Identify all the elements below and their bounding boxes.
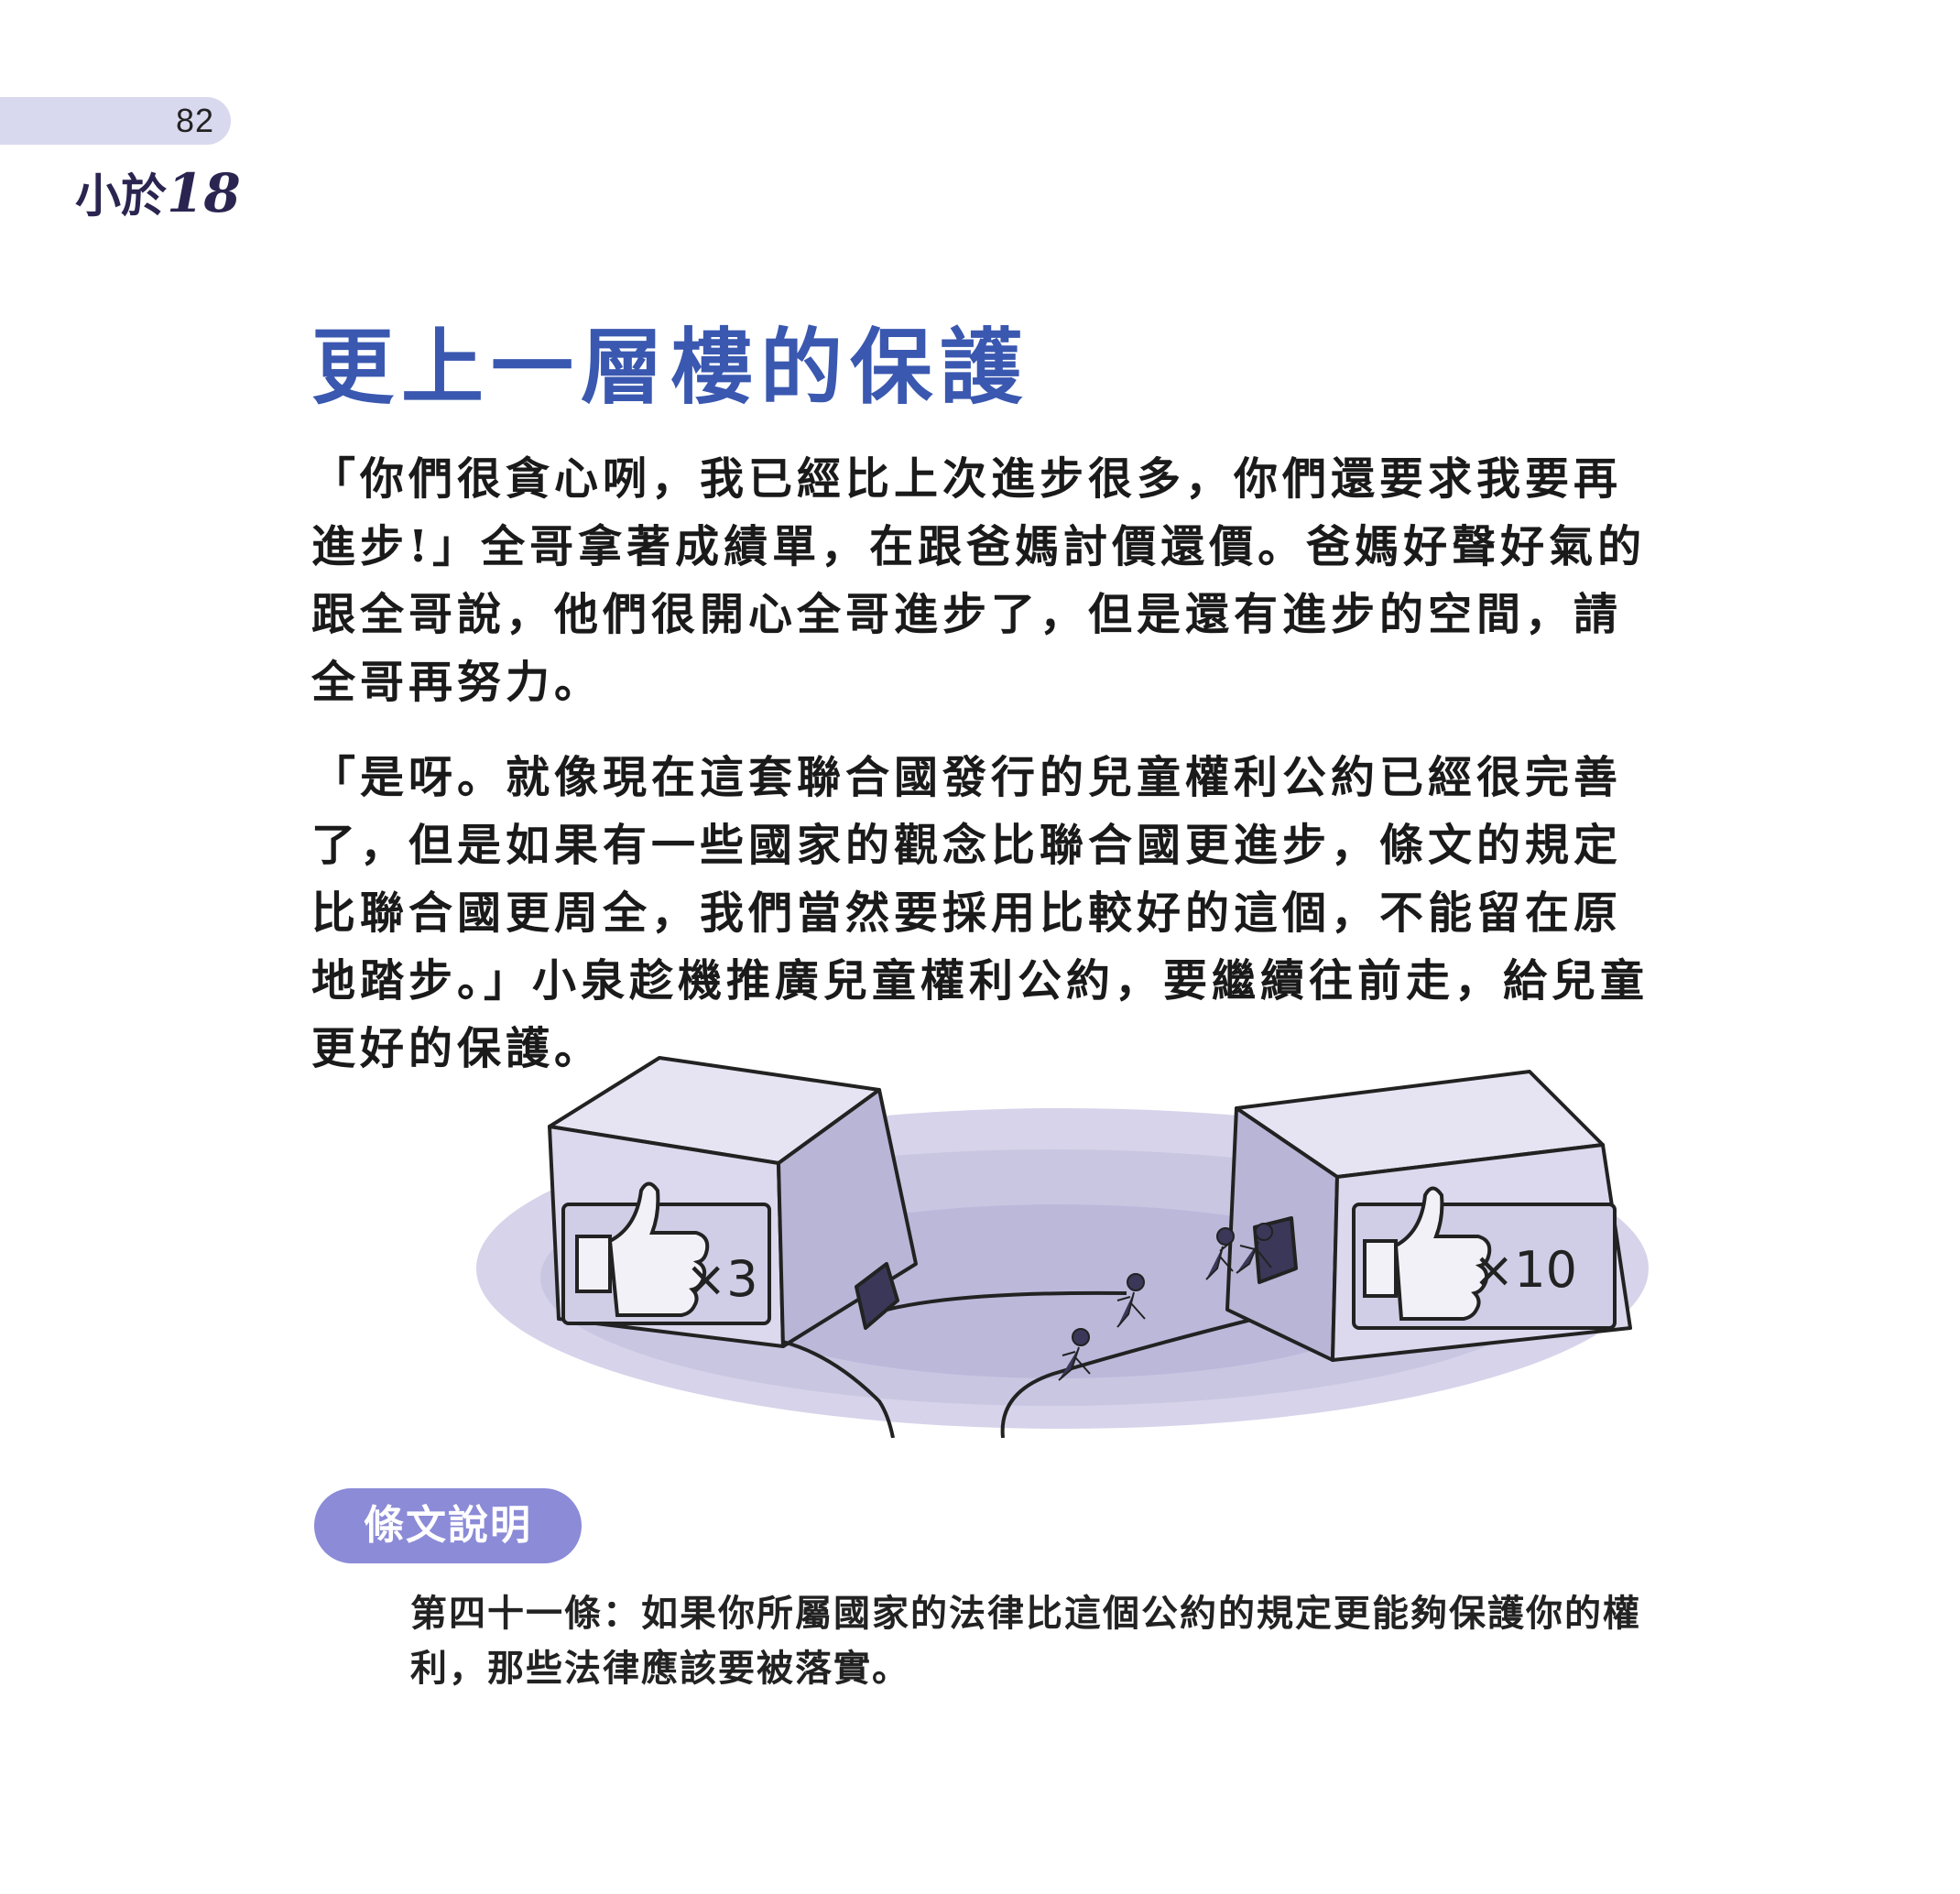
body-paragraph-1: 「你們很貪心咧，我已經比上次進步很多，你們還要求我要再進步!」全哥拿著成績單，在… [311, 453, 1647, 708]
left-thumbs-up-icon [561, 1181, 771, 1325]
page-number-tab: 82 [0, 97, 231, 145]
chapter-title: 更上一層樓的保護 [311, 319, 1029, 416]
page-number: 82 [175, 102, 214, 139]
series-title-prefix: 小於 [75, 169, 167, 223]
series-title: 小於18 [75, 159, 241, 225]
right-thumbs-up-icon [1352, 1186, 1617, 1330]
series-title-number: 18 [167, 162, 241, 224]
body-paragraph-2: 「是呀。就像現在這套聯合國發行的兒童權利公約已經很完善了，但是如果有一些國家的觀… [311, 752, 1650, 1074]
right-block-label: ×10 [1473, 1241, 1577, 1299]
running-figures [1058, 1223, 1273, 1381]
illustration-two-blocks: ×3 ×10 [476, 1056, 1649, 1438]
left-block-label: ×3 [685, 1250, 758, 1308]
section-label-pill: 條文說明 [314, 1488, 582, 1563]
article-text: 第四十一條：如果你所屬國家的法律比這個公約的規定更能夠保護你的權利，那些法律應該… [410, 1593, 1641, 1690]
